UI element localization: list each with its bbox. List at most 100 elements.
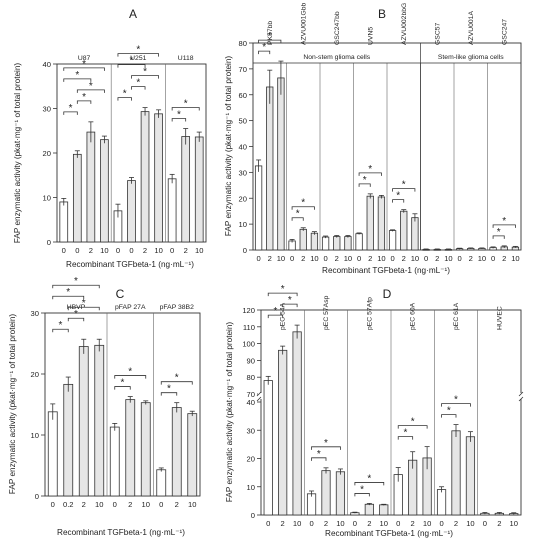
x-tick-label: 0 bbox=[170, 246, 174, 255]
bar bbox=[355, 233, 363, 251]
x-tick-label: 2 bbox=[367, 519, 371, 528]
significance-bracket bbox=[63, 111, 78, 115]
significance-bracket bbox=[160, 381, 193, 385]
significance-bracket bbox=[311, 457, 327, 461]
group-label: AZVU002bbG bbox=[401, 3, 408, 45]
group-label: HUVEC bbox=[496, 306, 503, 330]
x-tick-label: 0 bbox=[75, 246, 79, 255]
significance-star: * bbox=[262, 42, 266, 53]
x-tick-label: 0 bbox=[309, 519, 313, 528]
significance-bracket bbox=[358, 183, 371, 187]
bar bbox=[167, 178, 177, 243]
significance-bracket bbox=[67, 317, 85, 322]
significance-star: * bbox=[268, 31, 272, 42]
bar bbox=[59, 201, 69, 243]
y-tick-label: 100 bbox=[242, 340, 255, 349]
x-tick-label: 10 bbox=[336, 519, 344, 528]
significance-bracket bbox=[76, 100, 92, 104]
significance-star: * bbox=[301, 198, 305, 209]
y-tick-label: 30 bbox=[247, 426, 255, 435]
significance-star: * bbox=[128, 367, 132, 378]
group-label: GSC57 bbox=[434, 22, 441, 45]
bar bbox=[366, 195, 374, 251]
significance-star: * bbox=[136, 45, 140, 56]
x-tick-label: 10 bbox=[142, 500, 150, 509]
x-tick-label: 0 bbox=[62, 246, 66, 255]
significance-bracket bbox=[291, 206, 315, 210]
group-label: pEC 54A bbox=[280, 302, 287, 330]
significance-bracket bbox=[131, 75, 159, 79]
bar bbox=[263, 380, 273, 516]
significance-star: * bbox=[184, 99, 188, 110]
x-tick-label: 10 bbox=[195, 246, 203, 255]
group-label: AZVU001A bbox=[468, 11, 475, 45]
y-axis-label: FAP enzymatic activity (pkat·mg⁻¹ of tot… bbox=[13, 63, 22, 244]
significance-star: * bbox=[82, 298, 86, 309]
significance-bracket bbox=[397, 425, 428, 429]
x-tick-label: 2 bbox=[411, 519, 415, 528]
bar bbox=[333, 236, 341, 251]
x-tick-label: 0 bbox=[424, 254, 428, 263]
x-tick-label: 2 bbox=[128, 500, 132, 509]
group-label: pFAP 27A bbox=[115, 304, 146, 311]
significance-bracket bbox=[114, 375, 147, 379]
x-tick-label: 2 bbox=[368, 254, 372, 263]
group-label: U87 bbox=[78, 55, 91, 62]
significance-bracket bbox=[354, 482, 385, 486]
significance-star: * bbox=[74, 276, 78, 287]
y-tick-label: 20 bbox=[239, 194, 247, 203]
bar bbox=[187, 413, 198, 497]
bar bbox=[344, 236, 352, 251]
x-tick-label: 2 bbox=[454, 519, 458, 528]
significance-star: * bbox=[123, 89, 127, 100]
x-tick-label: 2 bbox=[502, 254, 506, 263]
significance-star: * bbox=[403, 428, 407, 439]
significance-bracket bbox=[354, 493, 370, 497]
significance-bracket bbox=[160, 392, 178, 396]
y-tick-label: 120 bbox=[242, 306, 255, 315]
significance-star: * bbox=[296, 209, 300, 220]
bar bbox=[364, 503, 374, 516]
significance-bracket bbox=[63, 67, 105, 71]
bar bbox=[292, 331, 302, 516]
x-tick-label: 2 bbox=[89, 246, 93, 255]
significance-star: * bbox=[360, 484, 364, 495]
bar bbox=[321, 470, 331, 516]
y-tick-label: 60 bbox=[239, 91, 247, 100]
significance-bracket bbox=[63, 78, 92, 82]
y-tick-label: 110 bbox=[243, 323, 255, 332]
significance-bracket bbox=[258, 39, 282, 44]
bar bbox=[127, 180, 136, 243]
y-axis-label: FAP enzymatic activity (pkat·mg⁻¹ of tot… bbox=[8, 314, 17, 495]
significance-bracket bbox=[267, 292, 298, 297]
x-tick-label: 2 bbox=[268, 254, 272, 263]
bar bbox=[156, 469, 167, 497]
x-tick-label: 10 bbox=[310, 254, 318, 263]
x-tick-label: 10 bbox=[344, 254, 352, 263]
significance-bracket bbox=[441, 414, 457, 418]
x-tick-label: 0 bbox=[51, 500, 55, 509]
y-tick-label: 20 bbox=[247, 455, 255, 464]
significance-star: * bbox=[317, 449, 321, 460]
y-tick-label: 30 bbox=[31, 309, 39, 318]
significance-star: * bbox=[143, 67, 147, 78]
x-axis-label: Recombinant TGFbeta-1 (ng·mL⁻¹) bbox=[66, 260, 194, 269]
bar bbox=[78, 346, 89, 497]
group-label: AZVU001Gbb bbox=[300, 2, 307, 45]
significance-bracket bbox=[441, 403, 471, 407]
significance-bracket bbox=[171, 107, 200, 111]
x-tick-label: 0.2 bbox=[63, 500, 74, 509]
significance-bracket bbox=[358, 172, 382, 176]
bar bbox=[109, 426, 120, 497]
bar bbox=[154, 113, 163, 243]
significance-star: * bbox=[82, 59, 86, 70]
group-label: PK57bb bbox=[267, 21, 274, 45]
bar bbox=[140, 402, 151, 497]
bar bbox=[335, 471, 346, 516]
significance-star: * bbox=[167, 384, 171, 395]
significance-star: * bbox=[59, 320, 63, 331]
panel-letter: C bbox=[116, 287, 125, 301]
x-tick-label: 10 bbox=[478, 254, 486, 263]
x-tick-label: 10 bbox=[380, 519, 388, 528]
